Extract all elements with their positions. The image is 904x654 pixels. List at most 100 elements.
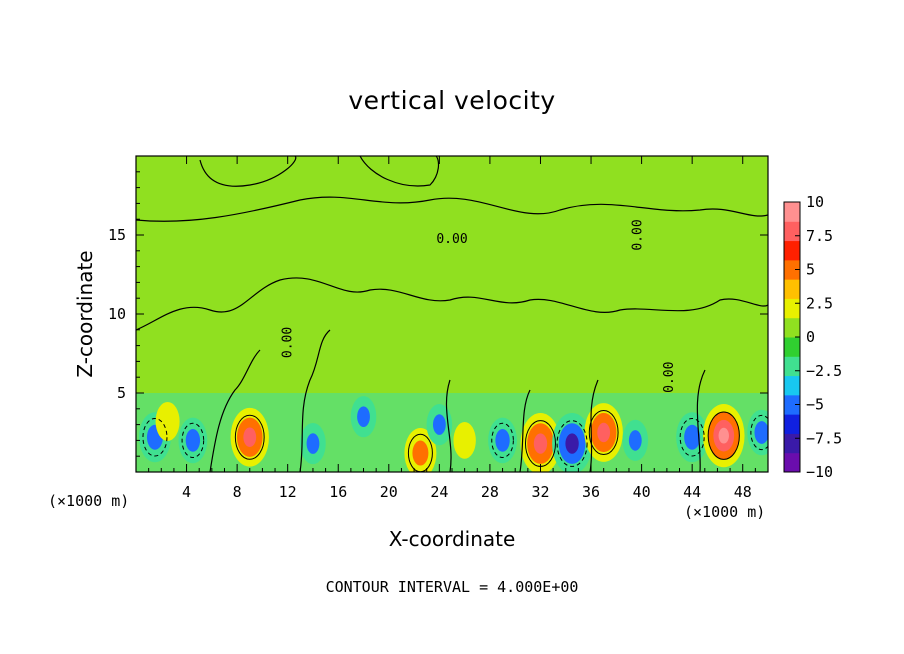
x-tick-label: 16: [329, 483, 347, 501]
field-level: [412, 440, 429, 466]
colorbar-swatch: [784, 356, 800, 377]
contour-interval-note: CONTOUR INTERVAL = 4.000E+00: [326, 578, 579, 596]
contour-ring: [556, 420, 588, 467]
colorbar-swatch: [784, 202, 800, 222]
field-level: [306, 433, 320, 454]
colorbar-label: −2.5: [806, 362, 842, 380]
lower-band: [136, 393, 768, 472]
contour-line: [359, 156, 440, 187]
colorbar-swatch: [784, 298, 800, 319]
contour-lines: [136, 156, 768, 472]
field-cell-4: [300, 422, 326, 465]
contour-labels: 0.00 0.00 0.00 0.00: [280, 219, 677, 393]
contour-line: [519, 389, 531, 472]
field-cell-10: [584, 403, 623, 462]
contour-ring: [707, 411, 740, 460]
colorbar-swatch: [784, 414, 800, 434]
y-axis-title: Z-coordinate: [73, 250, 97, 377]
colorbar-swatch: [784, 452, 800, 473]
colorbar-swatch: [784, 394, 800, 415]
field-cell-2: [155, 401, 180, 441]
contour-value-label: 0.00: [662, 362, 677, 393]
y-tick-label: 15: [108, 226, 126, 244]
field-cell-3: [230, 407, 269, 467]
x-tick-label: 36: [582, 483, 600, 501]
field-level: [453, 422, 476, 459]
x-tick-label: 12: [279, 483, 297, 501]
field-level: [533, 433, 548, 454]
velocity-field: [136, 156, 768, 472]
field-cell-16: [453, 422, 476, 459]
chart-title: vertical velocity: [348, 86, 556, 115]
colorbar-swatch: [784, 279, 800, 299]
x-tick-label: 28: [481, 483, 499, 501]
y-axis: 5 10 15: [108, 171, 768, 457]
colorbar-swatch: [784, 433, 800, 454]
colorbar-label: 7.5: [806, 227, 833, 245]
x-tick-label: 40: [633, 483, 651, 501]
colorbar-swatch: [784, 240, 800, 261]
colorbar: 10 7.5 5 2.5 0 −2.5 −5 −7.5 −10: [783, 193, 842, 481]
x-tick-label: 8: [233, 483, 242, 501]
x-tick-label: 48: [734, 483, 752, 501]
field-cell-14: [747, 409, 768, 456]
x-tick-label: 44: [683, 483, 701, 501]
colorbar-label: 2.5: [806, 294, 833, 312]
x-axis-title: X-coordinate: [389, 527, 516, 551]
field-level: [754, 421, 768, 444]
x-tick-label: 32: [531, 483, 549, 501]
x-unit-label-left: (×1000 m): [48, 492, 129, 510]
field-cell-8: [520, 413, 561, 472]
contour-ring: [588, 409, 619, 456]
colorbar-label: 5: [806, 261, 815, 279]
colorbar-swatch: [784, 337, 800, 357]
contour-line: [209, 349, 261, 472]
contour-line: [136, 196, 768, 222]
field-level: [684, 424, 701, 450]
field-cell-1: [178, 417, 208, 464]
x-unit-label-right: (×1000 m): [684, 503, 765, 521]
field-level: [432, 414, 446, 435]
field-level: [185, 429, 201, 452]
field-level: [718, 427, 729, 444]
contour-ring: [750, 414, 768, 451]
field-cell-7: [488, 417, 517, 464]
contour-value-label: 0.00: [631, 219, 646, 250]
contour-ring: [234, 414, 265, 460]
contour-line: [589, 379, 599, 472]
colorbar-swatch: [784, 259, 800, 280]
colorbar-swatch: [784, 375, 800, 396]
colorbar-label: −10: [806, 463, 833, 481]
colorbar-label: 0: [806, 328, 815, 346]
colorbar-label: −7.5: [806, 429, 842, 447]
y-tick-label: 10: [108, 305, 126, 323]
contour-line: [199, 156, 297, 187]
field-cell-13: [702, 404, 745, 468]
contour-line: [445, 379, 452, 472]
field-level: [597, 422, 611, 443]
colorbar-label: −5: [806, 396, 824, 414]
field-level: [628, 430, 642, 451]
field-cell-15: [350, 396, 377, 438]
field-cell-6: [426, 404, 453, 446]
field-level: [243, 427, 257, 448]
contour-line: [136, 277, 768, 331]
field-cell-11: [622, 419, 649, 461]
contour-line: [299, 329, 331, 472]
contour-ring: [142, 417, 168, 457]
field-level: [155, 401, 180, 441]
y-tick-label: 5: [117, 384, 126, 402]
x-tick-label: 24: [430, 483, 448, 501]
field-level: [495, 429, 510, 452]
colorbar-swatch: [784, 317, 800, 338]
contour-ring: [181, 422, 205, 458]
x-tick-label: 4: [182, 483, 191, 501]
colorbar-swatch: [784, 221, 800, 242]
x-tick-label: 20: [380, 483, 398, 501]
colorbar-label: 10: [806, 193, 824, 211]
field-level: [357, 406, 370, 428]
contour-value-label: 0.00: [436, 232, 467, 247]
contour-ring: [679, 417, 705, 457]
contour-value-label: 0.00: [280, 327, 295, 358]
